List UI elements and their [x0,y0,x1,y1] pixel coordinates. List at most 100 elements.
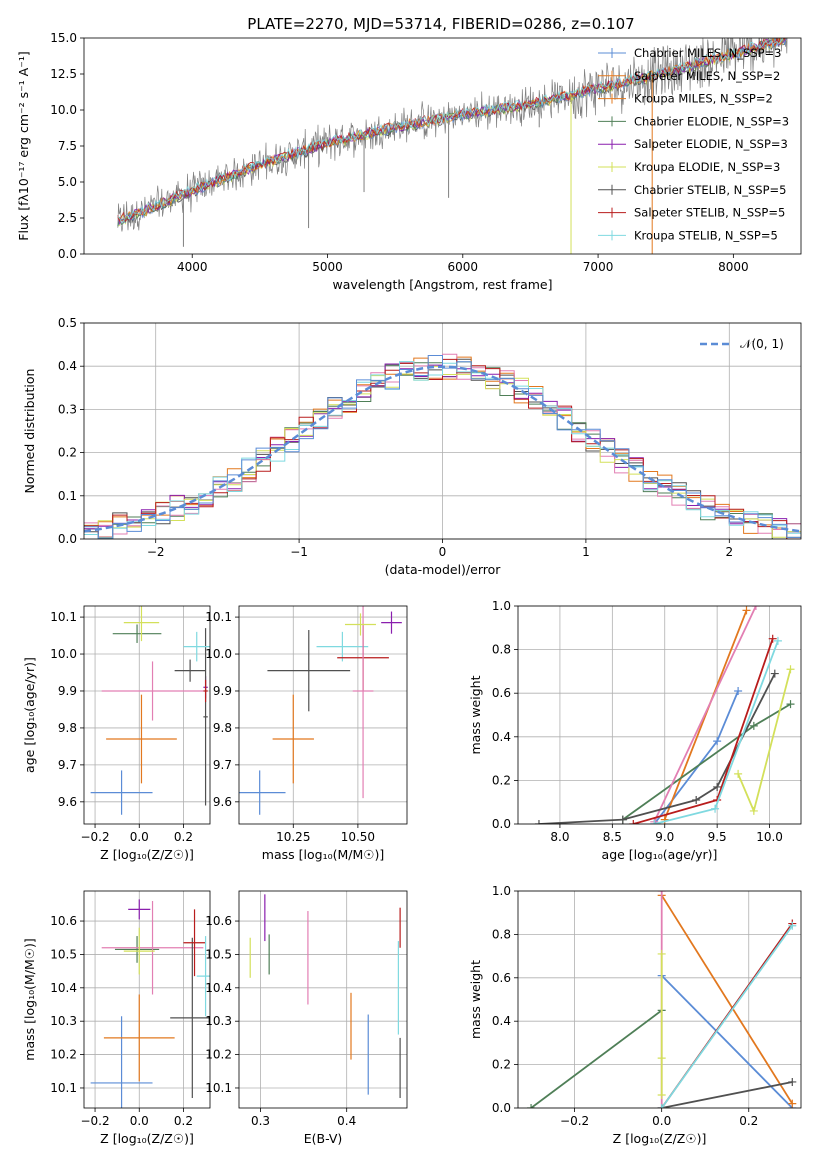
x-tick-label: 9.0 [655,830,674,844]
x-tick-label: −1 [290,545,308,559]
y-axis-label: mass [log₁₀(M/M☉)] [22,938,37,1060]
x-tick-label: 6000 [448,260,479,274]
y-tick-label: 0.0 [492,1101,511,1115]
panel-age_vs_Z: −0.2 0.0 0.2 9.6 9.7 9.8 9.9 10.0 10.1 Z [log₁₀(Z… [22,605,211,862]
x-tick-label: −2 [147,545,165,559]
y-tick-label: 0.4 [492,1014,511,1028]
weight-marker [788,921,797,930]
x-tick-label: 5000 [312,260,343,274]
legend-label: 𝒩(0, 1) [740,337,784,351]
y-axis-label: age [log₁₀(age/yr)] [22,657,37,773]
y-tick-label: 9.9 [58,684,77,698]
weight-marker [786,700,795,709]
weight-marker [751,606,760,610]
x-axis-label: Z [log₁₀(Z/Z☉)] [100,847,194,862]
x-tick-label: 8.5 [603,830,622,844]
y-tick-label: 10.0 [205,647,232,661]
y-tick-label: 0.6 [492,686,511,700]
axes-frame [83,890,211,1109]
weight-line [653,690,739,824]
weight-marker [786,665,795,674]
legend-label: Salpeter MILES, N_SSP=2 [634,69,780,83]
weight-line [530,1009,663,1108]
panel-mass_vs_Z: −0.2 0.0 0.2 10.1 10.2 10.3 10.4 10.5 10.6 Z [log… [22,890,211,1146]
weight-marker [788,1099,797,1108]
weight-marker [749,721,758,730]
panel-mass_vs_ebv: 0.3 0.4 10.1 10.2 10.3 10.4 10.5 10.6 E(B-V) [205,890,408,1146]
data-point [103,994,175,1082]
axes-frame [238,890,408,1109]
weight-marker [660,815,669,824]
x-axis-label: wavelength [Angstrom, rest frame] [332,277,552,292]
model-spectrum [117,38,785,222]
x-tick-label: 0.2 [739,1114,758,1128]
x-tick-label: 10.0 [756,830,783,844]
y-tick-label: 1.0 [492,599,511,613]
weight-marker [713,782,722,791]
x-tick-label: 0.2 [174,830,193,844]
data-point [123,606,160,642]
weight-marker [657,1090,666,1099]
weight-marker [657,949,666,958]
y-tick-label: 5.0 [58,175,77,189]
y-tick-label: 0.5 [58,316,77,330]
y-tick-label: 9.9 [213,684,232,698]
weight-marker [692,796,701,805]
plot-area [90,606,210,815]
y-tick-label: 10.4 [205,981,232,995]
model-spectrum [117,38,787,224]
weight-line [663,610,748,820]
data-point [90,1016,153,1108]
plot-area [534,606,795,824]
x-tick-label: 7000 [583,260,614,274]
y-tick-label: 10.3 [205,1014,232,1028]
legend: Chabrier MILES, N_SSP=3 Salpeter MILES, N… [598,46,789,242]
data-point [183,631,210,662]
legend-label: Kroupa MILES, N_SSP=2 [634,92,773,106]
weight-marker [770,669,779,678]
x-tick-label: −0.2 [560,1114,589,1128]
weight-marker [773,636,782,645]
y-tick-label: 12.5 [50,67,77,81]
weight-marker [657,891,666,895]
plot-area [249,894,401,1098]
y-axis-label: Normed distribution [22,369,37,494]
panel-residuals: −2 −1 0 1 2 0.0 0.1 0.2 0.3 0.4 0.5 (data-model)/er… [22,316,802,577]
plot-area [117,38,788,254]
y-tick-label: 10.1 [205,610,232,624]
weight-marker [534,820,543,824]
y-tick-label: 0.2 [58,446,77,460]
y-tick-label: 0.4 [492,730,511,744]
weight-marker [734,769,743,778]
y-tick-label: 10.1 [50,610,77,624]
residual-histogram [84,355,801,539]
y-tick-label: 0.3 [58,402,77,416]
data-point [203,679,208,703]
data-point [183,909,206,977]
y-tick-label: 0.6 [492,971,511,985]
weight-marker [749,806,758,815]
x-tick-label: 0 [439,545,447,559]
y-tick-label: 15.0 [50,31,77,45]
y-tick-label: 0.0 [492,817,511,831]
weight-line [660,925,794,1108]
data-point [267,630,351,712]
data-point [106,694,177,784]
normal-curve [84,365,801,533]
data-point [239,770,286,815]
weight-line [660,894,794,1105]
x-tick-label: 2 [725,545,733,559]
legend-label: Chabrier ELODIE, N_SSP=3 [634,114,789,128]
weight-line [538,673,776,824]
weight-marker [657,1054,666,1063]
y-tick-label: 0.0 [58,247,77,261]
data-point [101,661,204,721]
legend-label: Kroupa STELIB, N_SSP=5 [634,228,778,242]
weight-marker [650,820,659,824]
y-tick-label: 0.8 [492,643,511,657]
data-point [344,613,376,636]
weight-marker [734,687,743,696]
weight-marker [768,634,777,643]
y-axis-label: mass weight [468,960,483,1039]
x-tick-label: 8000 [718,260,749,274]
